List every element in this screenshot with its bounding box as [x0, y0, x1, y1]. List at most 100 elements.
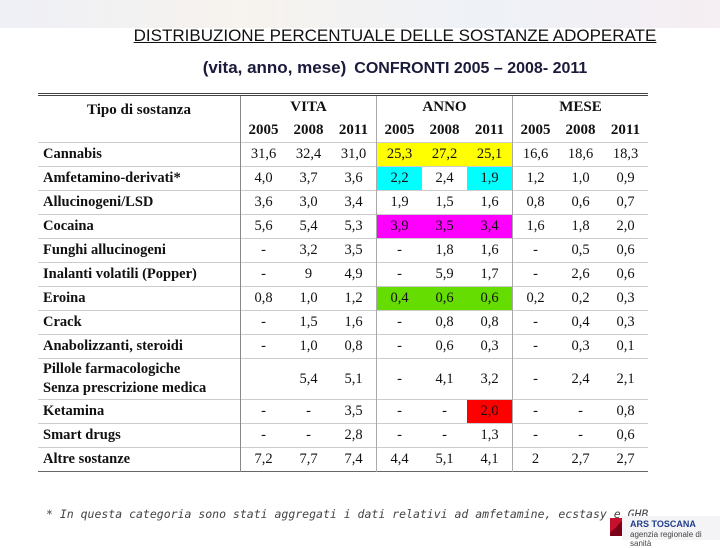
- cell: 0,6: [422, 286, 467, 311]
- table-row: Eroina 0,8 1,0 1,2 0,4 0,6 0,6 0,2 0,2 0,3: [38, 286, 648, 311]
- cell: 2,7: [558, 447, 603, 472]
- year-header: 2011: [610, 122, 641, 138]
- cell: 0,2: [558, 286, 603, 311]
- row-label: Funghi allucinogeni: [38, 238, 241, 263]
- cell: 2,7: [603, 447, 648, 472]
- row-label-line: Amfetamino-derivati*: [43, 170, 181, 186]
- cell: 3,6: [240, 190, 286, 215]
- row-label-line: Allucinogeni/LSD: [43, 194, 154, 210]
- cell: 1,8: [558, 214, 603, 239]
- cell: -: [240, 238, 286, 263]
- row-label: Altre sostanze: [38, 447, 241, 472]
- cell: 1,6: [467, 190, 513, 215]
- table-row: Altre sostanze 7,2 7,7 7,4 4,4 5,1 4,1 2 2,7 2,7: [38, 447, 648, 472]
- cell: -: [558, 423, 603, 448]
- cell: 0,9: [603, 166, 648, 191]
- cell: -: [240, 310, 286, 335]
- cell: -: [512, 399, 558, 424]
- cell: -: [286, 423, 331, 448]
- cell: 2,2: [376, 166, 422, 191]
- row-label-line: Funghi allucinogeni: [43, 242, 166, 258]
- cell: 3,2: [286, 238, 331, 263]
- cell: 3,2: [467, 358, 513, 400]
- logo-tagline: agenzia regionale di sanità: [630, 530, 702, 548]
- cell: -: [512, 262, 558, 287]
- cell: 0,1: [603, 334, 648, 359]
- cell: 0,6: [467, 286, 513, 311]
- cell: 3,5: [422, 214, 467, 239]
- row-label-line: Crack: [43, 314, 82, 330]
- cell: 2: [512, 447, 558, 472]
- cell: 1,2: [512, 166, 558, 191]
- row-label: Pillole farmacologiche Senza prescrizione…: [38, 358, 241, 400]
- cell: 0,3: [603, 286, 648, 311]
- table-row: Pillole farmacologiche Senza prescrizione…: [38, 358, 648, 400]
- cell: 16,6: [512, 142, 558, 167]
- cell: -: [240, 262, 286, 287]
- cell: -: [512, 334, 558, 359]
- cell: 1,0: [286, 334, 331, 359]
- cell: 5,4: [286, 214, 331, 239]
- cell: 1,0: [558, 166, 603, 191]
- cell: 0,8: [467, 310, 513, 335]
- cell: 31,0: [331, 142, 377, 167]
- year-header: 2008: [565, 122, 596, 138]
- cell: 2,0: [467, 399, 513, 424]
- cell: 1,5: [286, 310, 331, 335]
- cell: 5,9: [422, 262, 467, 287]
- year-header: 2005: [384, 122, 415, 138]
- cell: -: [376, 423, 422, 448]
- cell: 9: [286, 262, 331, 287]
- logo: ARS TOSCANA agenzia regionale di sanità: [610, 516, 720, 548]
- cell: 0,3: [467, 334, 513, 359]
- cell: 0,3: [558, 334, 603, 359]
- cell: 4,4: [376, 447, 422, 472]
- row-label-line: Cocaina: [43, 218, 94, 234]
- row-label-line: Pillole farmacologiche: [43, 361, 181, 377]
- cell: 2,8: [331, 423, 377, 448]
- cell: [240, 358, 286, 400]
- table-row: Crack -1,5 1,6-0,8 0,8-0,4 0,3: [38, 310, 648, 335]
- cell: 3,7: [286, 166, 331, 191]
- decorative-band: [0, 0, 720, 28]
- cell: 1,6: [467, 238, 513, 263]
- cell: 5,1: [331, 358, 377, 400]
- cell: 0,8: [603, 399, 648, 424]
- cell: 1,7: [467, 262, 513, 287]
- cell: 3,4: [331, 190, 377, 215]
- cell: -: [512, 238, 558, 263]
- cell: 1,2: [331, 286, 377, 311]
- cell: 25,1: [467, 142, 513, 167]
- cell: -: [376, 310, 422, 335]
- cell: 3,5: [331, 399, 377, 424]
- subtitle-scope: (vita, anno, mese): [202, 58, 347, 77]
- row-label-line: Ketamina: [43, 403, 105, 419]
- cell: 4,9: [331, 262, 377, 287]
- cell: 31,6: [240, 142, 286, 167]
- row-label-line: Anabolizzanti, steroidi: [43, 338, 183, 354]
- cell: 3,9: [376, 214, 422, 239]
- cell: -: [376, 238, 422, 263]
- table-row: Cannabis 31,6 32,4 31,0 25,3 27,2 25,1 16,6 18,6…: [38, 142, 648, 167]
- cell: 7,2: [240, 447, 286, 472]
- cell: 3,4: [467, 214, 513, 239]
- row-label: Cocaina: [38, 214, 241, 239]
- cell: 3,0: [286, 190, 331, 215]
- cell: 2,0: [603, 214, 648, 239]
- row-label-line: Smart drugs: [43, 427, 121, 443]
- table-row: Anabolizzanti, steroidi -1,0 0,8-0,6 0,3-0,…: [38, 334, 648, 359]
- cell: 32,4: [286, 142, 331, 167]
- cell: 5,3: [331, 214, 377, 239]
- cell: 4,0: [240, 166, 286, 191]
- cell: 25,3: [376, 142, 422, 167]
- year-header: 2005: [248, 122, 279, 138]
- row-label: Anabolizzanti, steroidi: [38, 334, 241, 359]
- cell: 18,6: [558, 142, 603, 167]
- row-label: Ketamina: [38, 399, 241, 424]
- cell: 18,3: [603, 142, 648, 167]
- cell: 4,1: [422, 358, 467, 400]
- cell: -: [286, 399, 331, 424]
- table-row: Allucinogeni/LSD 3,6 3,0 3,4 1,9 1,5 1,6 0,8 0,6…: [38, 190, 648, 215]
- cell: -: [558, 399, 603, 424]
- cell: -: [376, 334, 422, 359]
